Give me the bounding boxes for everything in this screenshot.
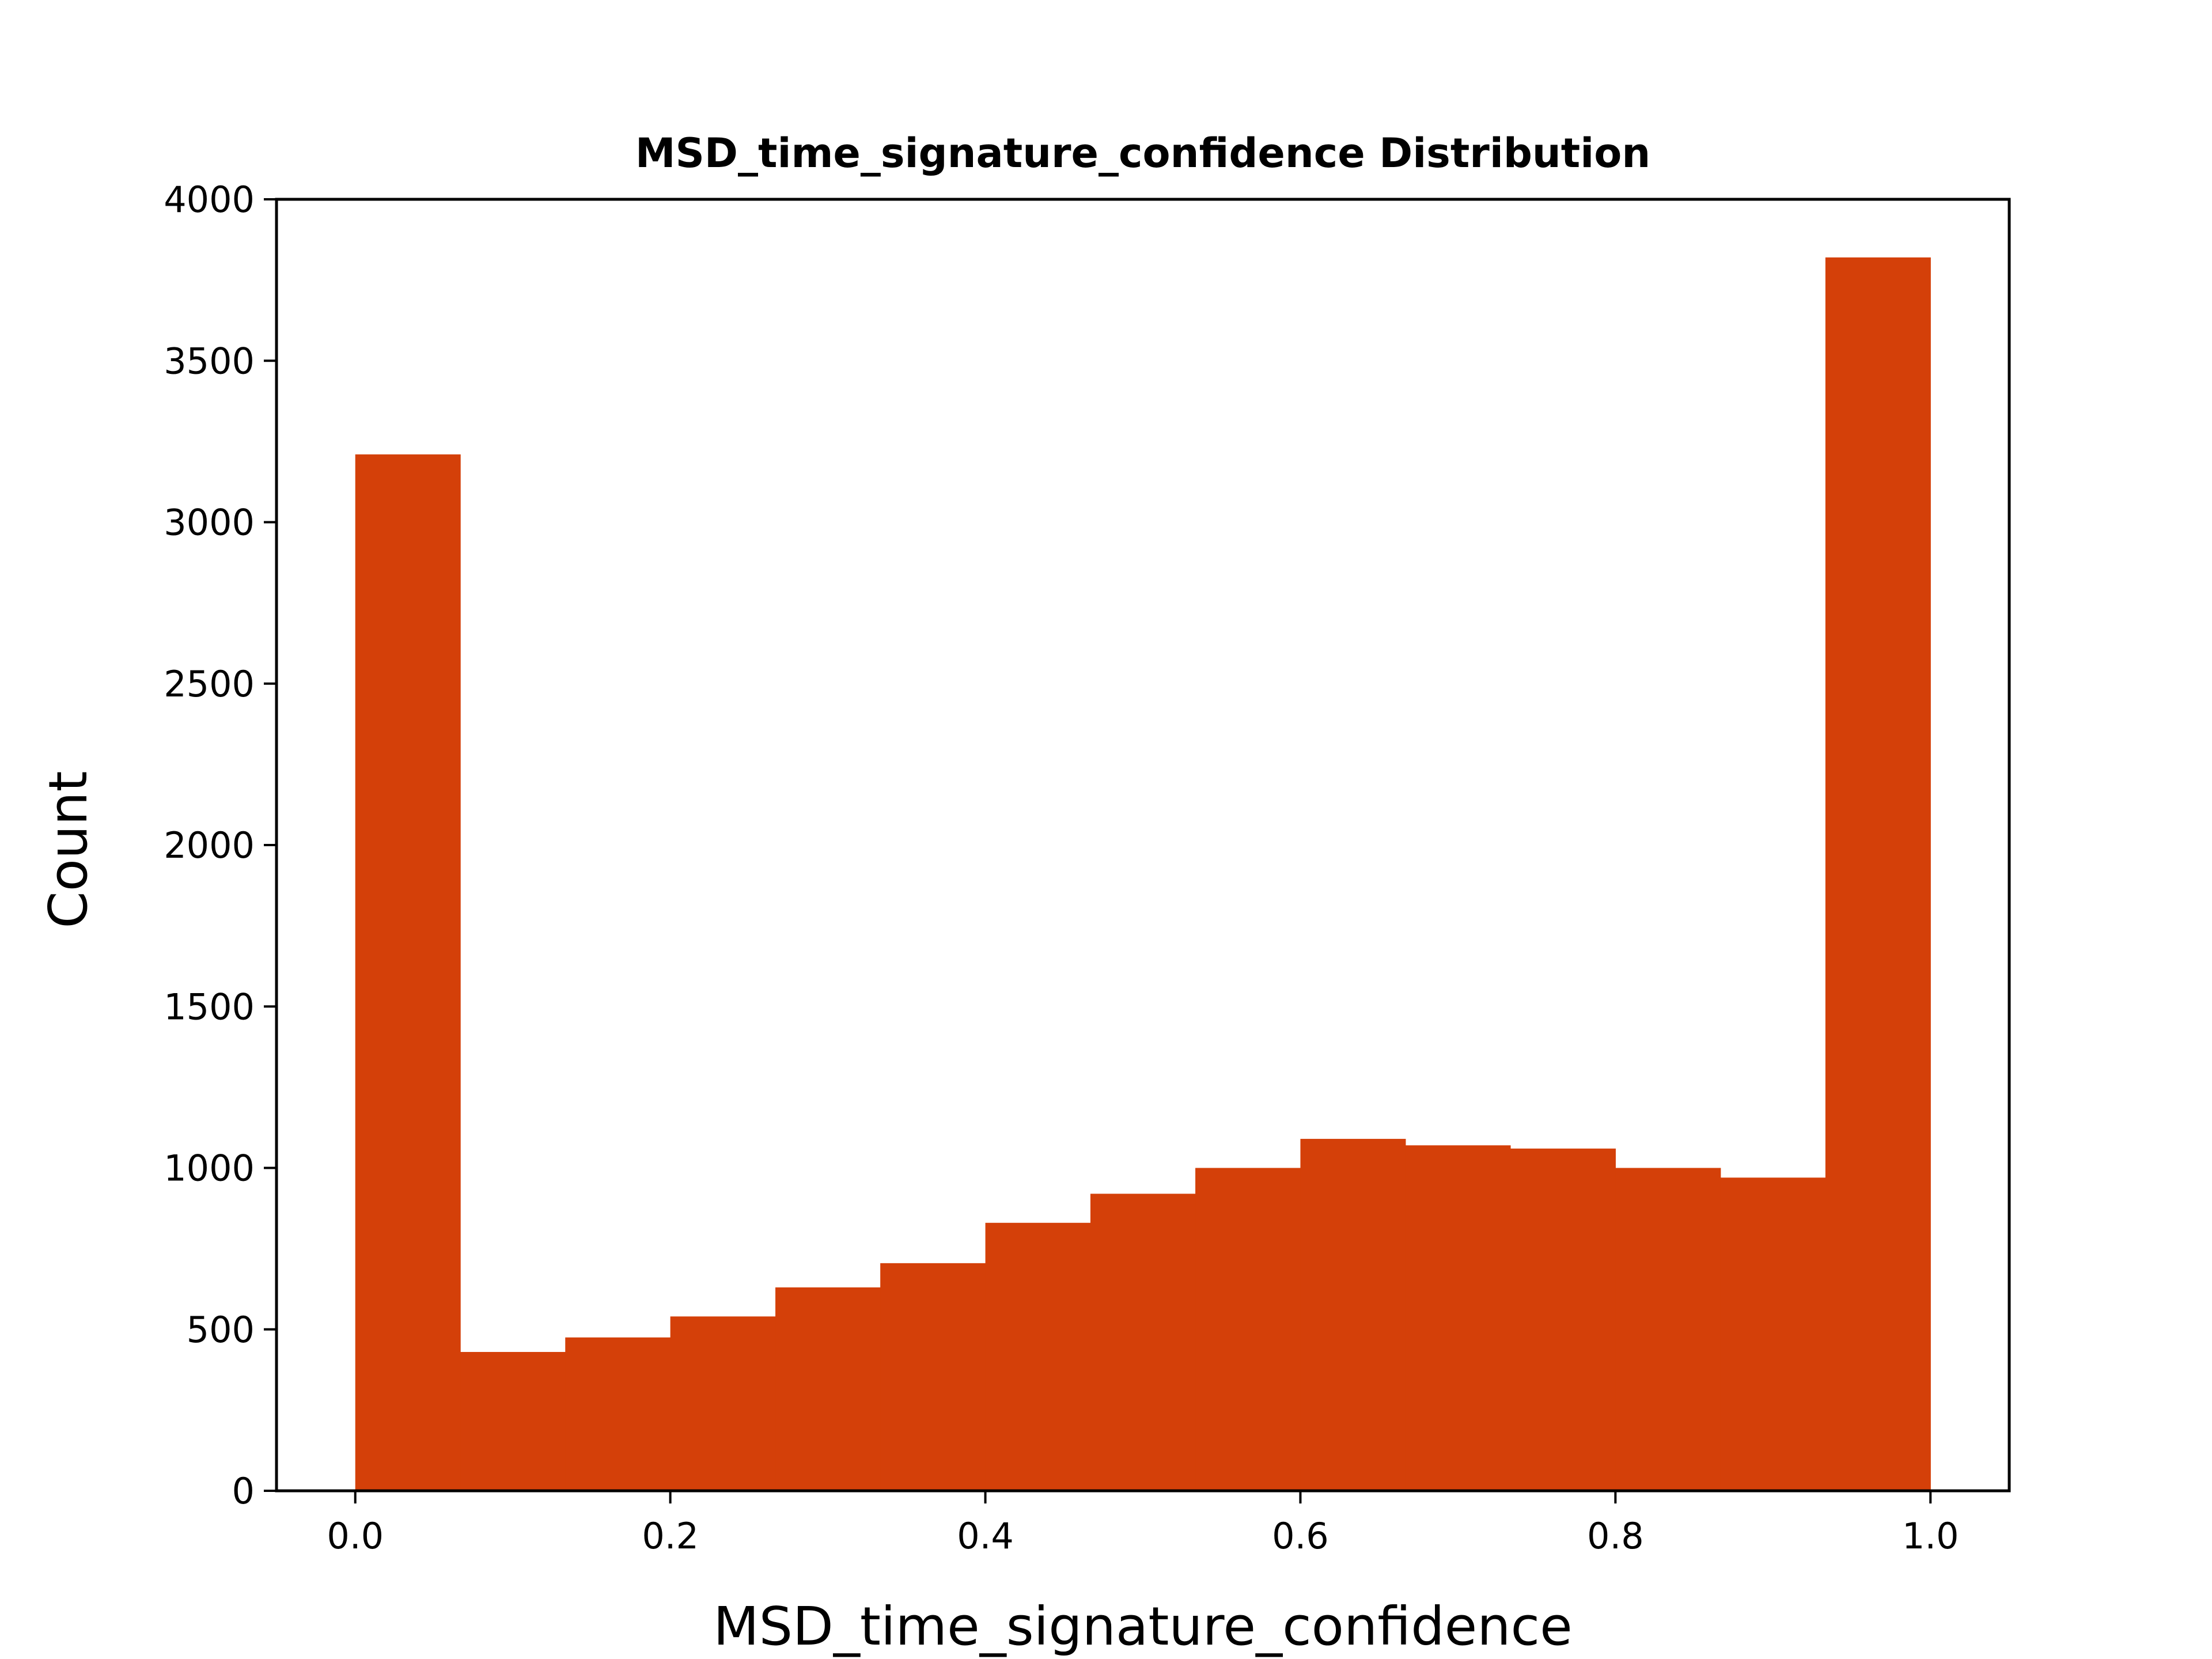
y-tick-label: 2000 — [164, 824, 255, 866]
histogram-bar — [460, 1351, 566, 1491]
histogram-bar — [1825, 257, 1931, 1491]
histogram-bar — [1090, 1194, 1196, 1491]
histogram-bar — [1195, 1168, 1301, 1491]
x-tick-label: 1.0 — [1902, 1515, 1959, 1557]
x-tick-label: 0.2 — [642, 1515, 699, 1557]
histogram-bar — [1615, 1168, 1721, 1491]
bars-group — [355, 257, 1931, 1491]
chart-title: MSD_time_signature_confidence Distributi… — [635, 130, 1650, 177]
histogram-bar — [1405, 1145, 1511, 1491]
y-tick-label: 3500 — [164, 340, 255, 382]
histogram-bar — [1720, 1177, 1826, 1491]
x-tick-label: 0.8 — [1587, 1515, 1644, 1557]
histogram-bar — [880, 1263, 986, 1491]
histogram-bar — [670, 1316, 776, 1491]
histogram-bar — [775, 1287, 881, 1491]
x-tick-label: 0.4 — [957, 1515, 1014, 1557]
y-tick-label: 1000 — [164, 1147, 255, 1190]
x-tick-label: 0.0 — [327, 1515, 384, 1557]
y-tick-label: 4000 — [164, 179, 255, 221]
histogram-bar — [565, 1337, 671, 1491]
y-tick-label: 500 — [187, 1309, 255, 1351]
y-tick-label: 0 — [232, 1470, 255, 1512]
histogram-bar — [985, 1222, 1091, 1491]
y-tick-label: 1500 — [164, 986, 255, 1028]
x-tick-label: 0.6 — [1272, 1515, 1329, 1557]
y-axis-label: Count — [37, 771, 99, 928]
y-tick-label: 3000 — [164, 502, 255, 544]
histogram-bar — [355, 454, 461, 1491]
histogram-bar — [1300, 1139, 1406, 1491]
histogram-bar — [1510, 1148, 1616, 1491]
x-axis: 0.0 0.2 0.4 0.6 0.8 1.0 — [327, 1491, 1959, 1557]
x-axis-label: MSD_time_signature_confidence — [713, 1596, 1572, 1657]
y-axis: 0 500 1000 1500 2000 2500 3000 3500 4000 — [164, 179, 276, 1512]
y-tick-label: 2500 — [164, 663, 255, 705]
